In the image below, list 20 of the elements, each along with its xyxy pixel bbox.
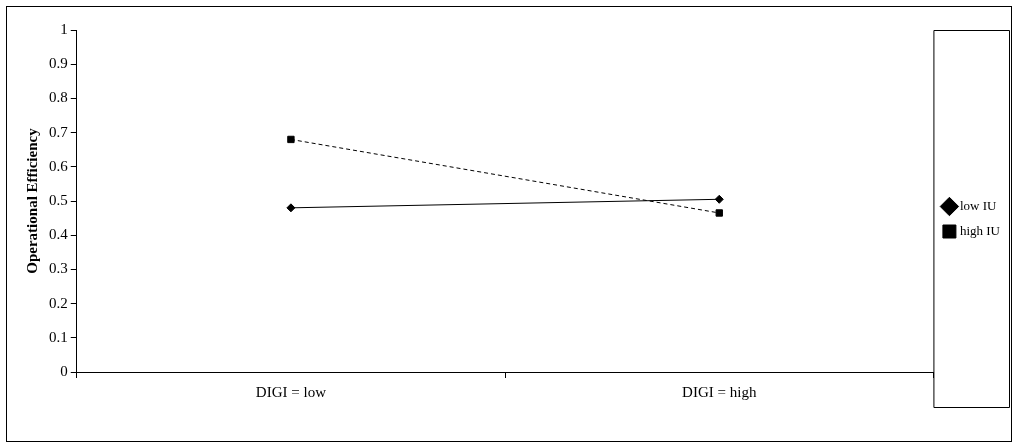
y-tick-label: 0.8 <box>49 89 68 106</box>
point <box>287 135 295 144</box>
y-tick-label: 0.6 <box>49 157 69 174</box>
x-tick-label: DIGI = low <box>255 383 327 400</box>
point <box>714 194 724 204</box>
y-tick-label: 0.7 <box>49 123 69 140</box>
legend-label: high IU <box>959 222 1001 238</box>
y-tick-label: 0.3 <box>49 260 68 277</box>
legend-label: low IU <box>959 197 997 213</box>
y-tick-label: 1 <box>60 20 68 37</box>
y-tick-label: 0.9 <box>49 55 68 72</box>
y-tick-label: 0.1 <box>49 328 68 345</box>
y-axis-title: Operational Efficiency <box>23 127 40 274</box>
x-tick-label: DIGI = high <box>682 383 757 400</box>
y-tick-label: 0.2 <box>49 294 68 311</box>
point <box>286 203 296 213</box>
y-tick-label: 0.5 <box>49 191 68 208</box>
point <box>715 209 723 217</box>
y-tick-label: 0.4 <box>49 226 69 243</box>
y-tick-label: 0 <box>60 362 68 379</box>
